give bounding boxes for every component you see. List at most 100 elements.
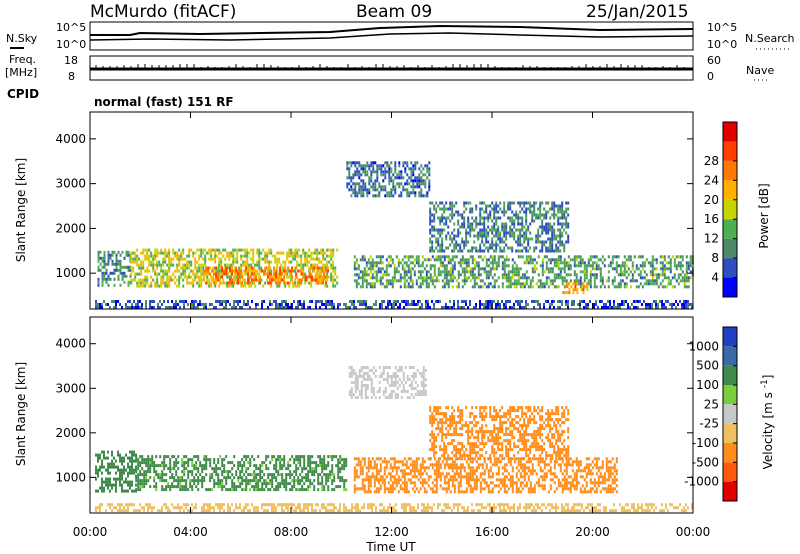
- power-cell: [156, 263, 159, 267]
- power-cell: [196, 260, 199, 264]
- power-cell: [611, 258, 614, 262]
- velocity-cell: [251, 479, 254, 483]
- power-cell: [294, 254, 297, 258]
- power-cell: [285, 281, 288, 285]
- power-cell: [389, 303, 391, 306]
- power-cell: [156, 251, 159, 255]
- power-cell: [328, 248, 331, 252]
- velocity-cell: [193, 482, 196, 486]
- power-cell: [429, 246, 432, 250]
- power-cell: [673, 285, 676, 289]
- velocity-cell: [141, 461, 144, 465]
- power-cell: [585, 270, 588, 274]
- power-cell: [176, 284, 179, 288]
- velocity-cell: [165, 464, 168, 468]
- velocity-cell: [297, 458, 300, 462]
- power-cell: [180, 254, 183, 258]
- power-cell: [473, 264, 476, 268]
- power-cell: [445, 267, 448, 271]
- power-cell: [575, 264, 578, 268]
- velocity-cell: [233, 455, 236, 459]
- velocity-cell: [121, 468, 123, 472]
- power-cell: [259, 278, 262, 282]
- velocity-cell: [137, 464, 140, 468]
- velocity-cell: [109, 465, 111, 469]
- velocity-cell: [285, 473, 288, 477]
- velocity-cell: [153, 461, 156, 465]
- power-cell: [190, 248, 193, 252]
- power-cell: [649, 273, 652, 277]
- power-cell: [356, 191, 359, 195]
- velocity-cell: [377, 481, 380, 485]
- power-cell: [489, 306, 491, 309]
- power-cell: [160, 275, 163, 279]
- power-cell: [433, 225, 436, 229]
- power-cell: [663, 285, 666, 289]
- velocity-cell: [395, 481, 398, 485]
- power-cell: [316, 263, 319, 267]
- power-cell: [140, 278, 143, 282]
- velocity-cell: [313, 461, 316, 465]
- velocity-cell: [433, 472, 436, 476]
- velocity-cell: [237, 485, 240, 489]
- velocity-cell: [393, 457, 396, 461]
- power-cell: [575, 276, 578, 280]
- power-cell: [294, 251, 297, 255]
- velocity-cell: [405, 463, 408, 467]
- power-cell: [360, 164, 363, 168]
- power-cell: [603, 264, 606, 268]
- power-cell: [431, 276, 434, 280]
- power-cell: [503, 258, 506, 262]
- power-cell: [427, 306, 429, 309]
- velocity-cell: [391, 481, 394, 485]
- power-cell: [503, 261, 506, 265]
- velocity-cell: [331, 455, 334, 459]
- power-cell: [245, 266, 248, 270]
- power-cell: [473, 267, 476, 271]
- power-cell: [176, 269, 179, 273]
- power-cell: [298, 284, 301, 288]
- power-cell: [584, 285, 587, 289]
- power-cell: [414, 164, 417, 168]
- velocity-cell: [355, 475, 358, 479]
- power-cell: [561, 201, 564, 205]
- power-cell: [403, 267, 406, 271]
- power-cell: [441, 306, 443, 309]
- power-cell: [280, 269, 283, 273]
- power-cell: [397, 270, 400, 274]
- power-cell: [582, 288, 585, 292]
- power-cell: [471, 246, 474, 250]
- velocity-cell: [111, 486, 113, 490]
- power-cell: [580, 288, 583, 292]
- power-cell: [136, 248, 139, 252]
- power-cell: [509, 216, 512, 220]
- power-cell: [551, 258, 554, 262]
- power-cell: [386, 170, 389, 174]
- power-cell: [439, 270, 442, 274]
- velocity-cell: [123, 468, 125, 472]
- power-cell: [148, 284, 151, 288]
- power-cell: [367, 306, 369, 309]
- velocity-cell: [193, 479, 196, 483]
- power-cell: [278, 275, 281, 279]
- power-cell: [687, 300, 689, 303]
- power-cell: [312, 257, 315, 261]
- power-cell: [149, 306, 151, 309]
- power-cell: [681, 255, 684, 259]
- velocity-cell: [289, 476, 292, 480]
- power-cell: [159, 306, 161, 309]
- power-cell: [313, 269, 316, 273]
- power-cell: [453, 255, 456, 259]
- power-cell: [433, 207, 436, 211]
- power-cell: [167, 306, 169, 309]
- power-cell: [439, 261, 442, 265]
- power-cell: [617, 285, 620, 289]
- power-cell: [445, 273, 448, 277]
- power-cell: [557, 249, 560, 253]
- power-cell: [519, 303, 521, 306]
- power-cell: [334, 269, 337, 273]
- power-cell: [503, 276, 506, 280]
- velocity-cell: [101, 459, 103, 463]
- power-cell: [501, 222, 504, 226]
- power-cell: [258, 263, 261, 267]
